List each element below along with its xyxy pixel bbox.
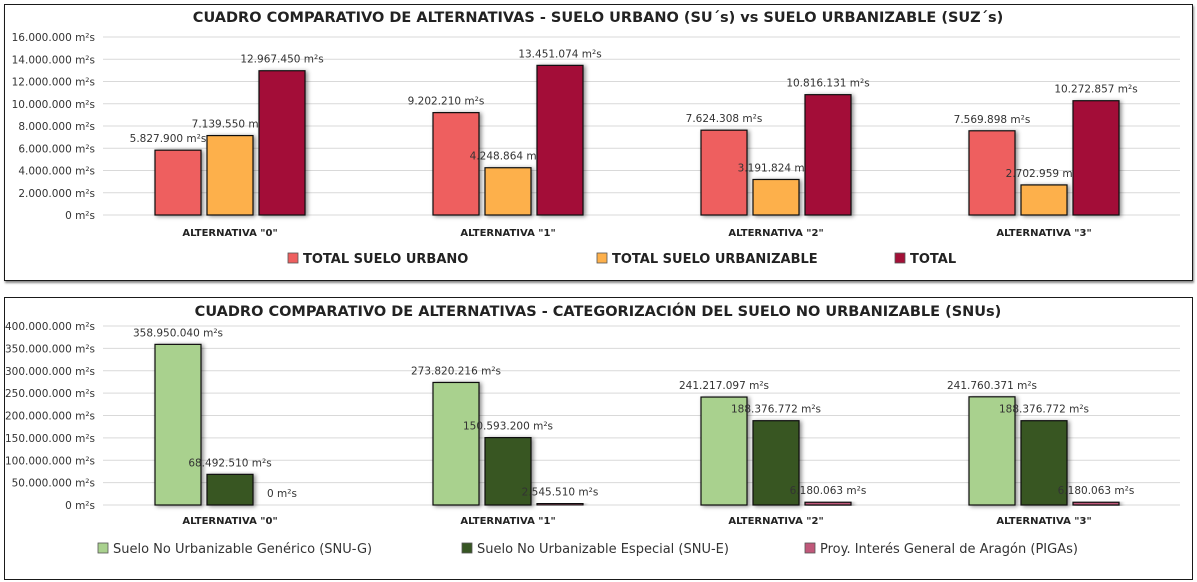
legend-swatch [97,542,109,554]
y-tick-label: 16.000.000 m²s [12,32,95,44]
bar [752,420,800,506]
data-label: 241.217.097 m²s [679,380,769,392]
legend-label: Proy. Interés General de Aragón (PIGAs) [820,542,1078,557]
bar [484,437,532,506]
legend-label: Suelo No Urbanizable Genérico (SNU-G) [113,542,372,557]
legend-label: Suelo No Urbanizable Especial (SNU-E) [477,542,729,557]
data-label: 2.545.510 m²s [522,487,599,499]
data-label: 10.272.857 m²s [1054,84,1137,96]
y-tick-label: 350.000.000 m²s [5,343,95,355]
data-label: 13.451.074 m²s [518,48,601,60]
data-label: 150.593.200 m²s [463,421,553,433]
chart2-plot: 0 m²s 50.000.000 m²s 100.000.000 m²s 150.00… [5,321,1180,557]
x-category-label: ALTERNATIVA "2" [728,516,823,527]
data-label: 273.820.216 m²s [411,365,501,377]
y-tick-label: 200.000.000 m²s [5,411,95,423]
x-category-label: ALTERNATIVA "1" [460,228,555,239]
bar [700,396,748,506]
data-label: 358.950.040 m²s [133,327,223,339]
y-tick-label: 50.000.000 m²s [12,478,95,490]
data-label: 6.180.063 m²s [790,485,867,497]
x-category-label: ALTERNATIVA "0" [182,228,277,239]
y-tick-label: 250.000.000 m²s [5,388,95,400]
data-label: 10.816.131 m²s [786,78,869,90]
legend-swatch [596,252,608,264]
data-label: 2.702.959 m²s [1006,168,1083,180]
bar [752,178,800,216]
y-tick-label: 2.000.000 m²s [18,188,95,200]
y-tick-label: 4.000.000 m²s [18,166,95,178]
bar [432,381,480,506]
bar [154,343,202,506]
bar [206,134,254,216]
data-label: 7.624.308 m²s [686,113,763,125]
y-tick-label: 12.000.000 m²s [12,77,95,89]
bar [968,396,1016,506]
bar [258,70,306,216]
y-tick-label: 0 m²s [65,210,95,222]
legend-swatch [804,542,816,554]
y-tick-label: 6.000.000 m²s [18,143,95,155]
chart2-title: CUADRO COMPARATIVO DE ALTERNATIVAS - CAT… [195,302,1002,320]
data-label: 12.967.450 m²s [240,54,323,66]
y-tick-label: 100.000.000 m²s [5,455,95,467]
y-tick-label: 0 m²s [65,500,95,512]
data-label: 5.827.900 m²s [130,133,207,145]
y-tick-label: 14.000.000 m²s [12,54,95,66]
data-label: 188.376.772 m²s [999,404,1089,416]
data-label: 68.492.510 m²s [188,457,271,469]
bar [536,64,584,216]
bar [536,502,584,506]
bar [804,94,852,216]
data-label: 241.760.371 m²s [947,380,1037,392]
legend-label: TOTAL [910,252,956,267]
x-category-label: ALTERNATIVA "3" [996,228,1091,239]
y-tick-label: 150.000.000 m²s [5,433,95,445]
data-label: 6.180.063 m²s [1058,485,1135,497]
chart1-title: CUADRO COMPARATIVO DE ALTERNATIVAS - SUE… [193,10,1003,26]
bar [206,473,254,506]
data-label: 188.376.772 m²s [731,404,821,416]
chart1-plot: 0 m²s 2.000.000 m²s 4.000.000 m²s 6.000.000… [12,32,1180,267]
bar [1020,184,1068,216]
x-category-label: ALTERNATIVA "1" [460,516,555,527]
y-tick-label: 300.000.000 m²s [5,366,95,378]
bar [968,130,1016,216]
bar [484,167,532,216]
x-category-label: ALTERNATIVA "2" [728,228,823,239]
data-label: 7.569.898 m²s [954,114,1031,126]
legend-label: TOTAL SUELO URBANIZABLE [612,252,818,267]
bar [154,149,202,216]
bar [804,501,852,506]
y-tick-label: 400.000.000 m²s [5,321,95,333]
y-tick-label: 8.000.000 m²s [18,121,95,133]
data-label: 7.139.550 m²s [192,119,269,131]
legend-swatch [461,542,473,554]
bar [432,112,480,216]
data-label: 9.202.210 m²s [408,96,485,108]
bar [700,129,748,216]
data-label: 0 m²s [267,488,297,500]
bar [1072,100,1120,216]
x-category-label: ALTERNATIVA "0" [182,516,277,527]
legend-label: TOTAL SUELO URBANO [303,252,468,267]
data-label: 3.191.824 m²s [738,162,815,174]
legend-swatch [287,252,299,264]
data-label: 4.248.864 m²s [470,151,547,163]
legend-swatch [894,252,906,264]
y-tick-label: 10.000.000 m²s [12,99,95,111]
bar [1072,501,1120,506]
x-category-label: ALTERNATIVA "3" [996,516,1091,527]
bar [1020,420,1068,506]
